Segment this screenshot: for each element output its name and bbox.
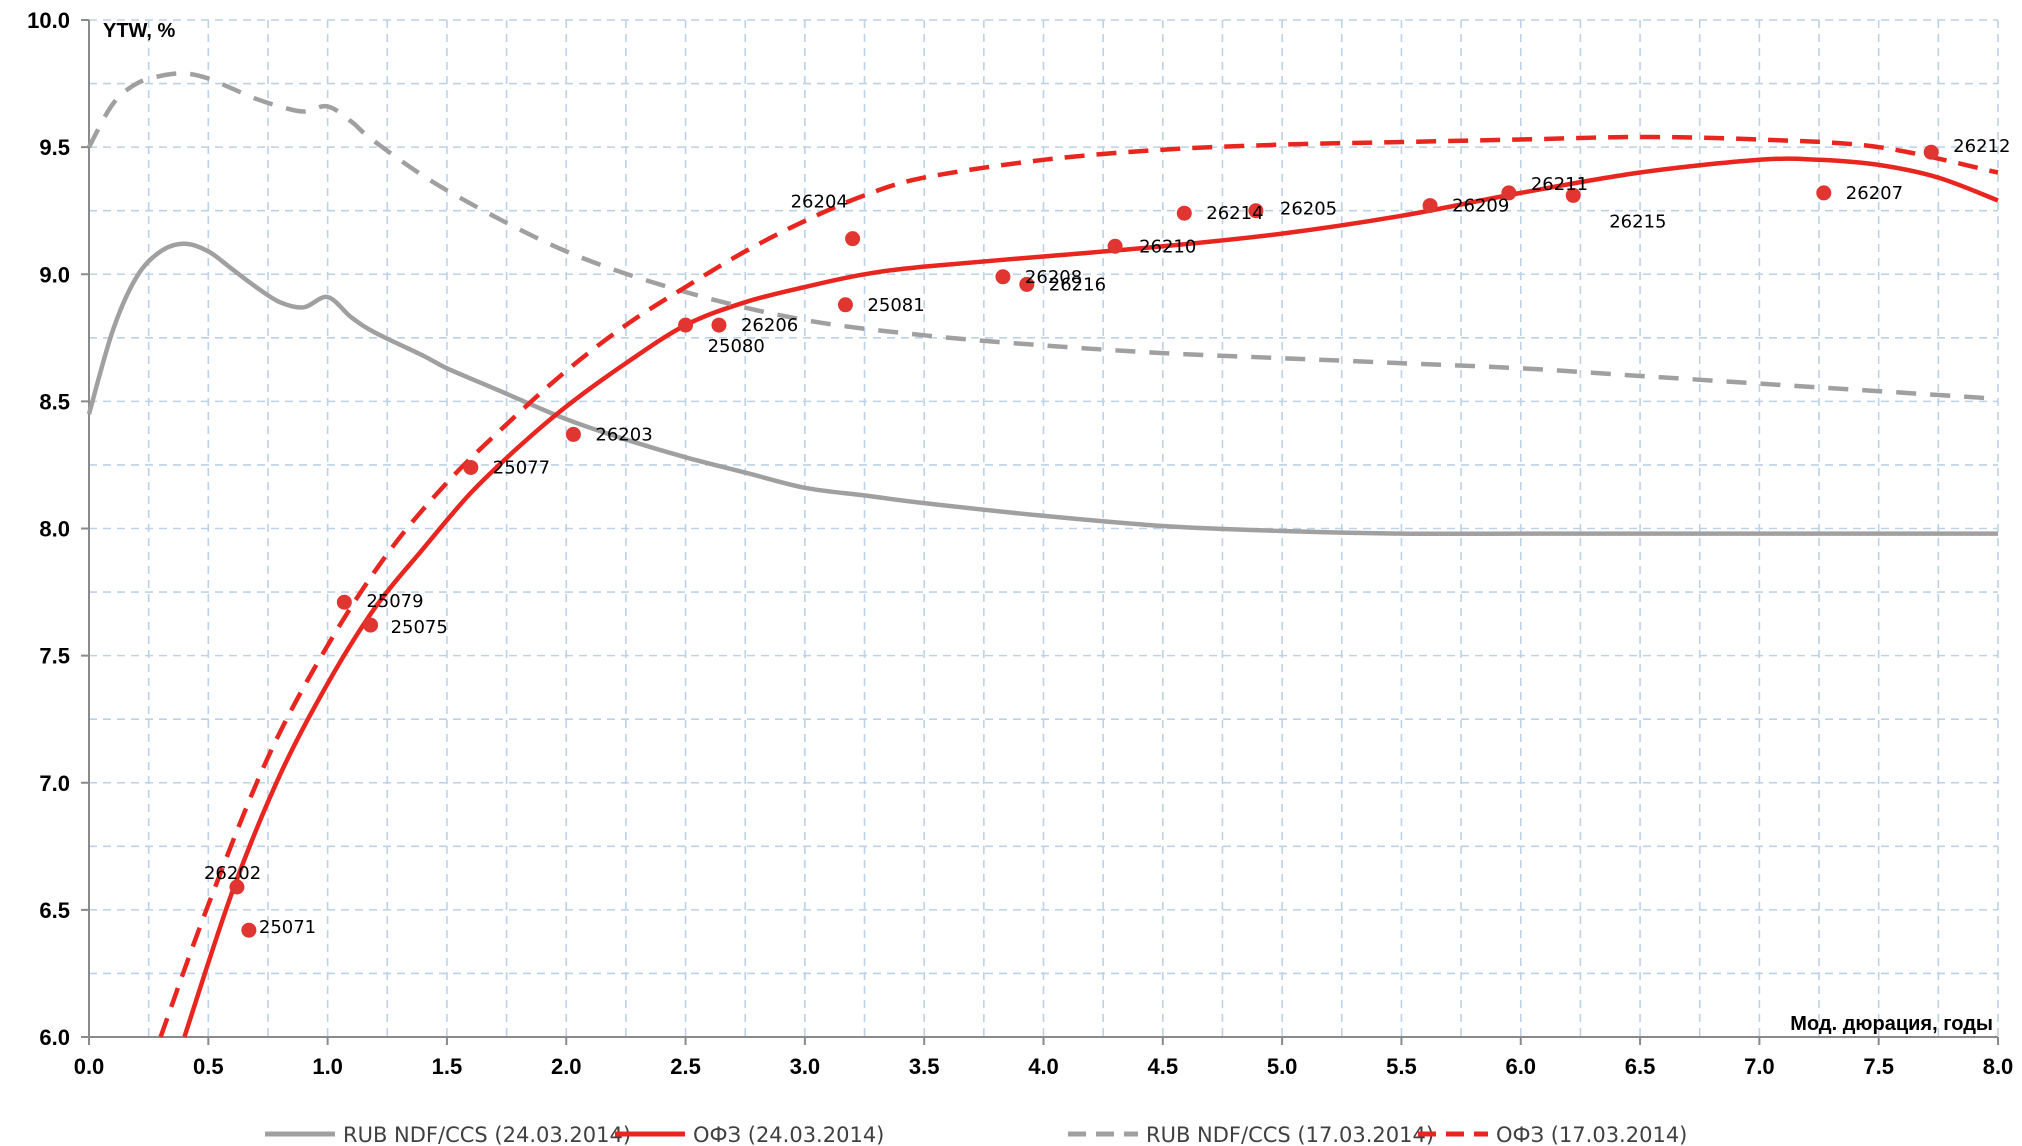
scatter-point-label: 26211	[1531, 174, 1588, 195]
scatter-point-label: 26216	[1049, 274, 1106, 295]
x-tick-label: 2.0	[551, 1054, 582, 1079]
scatter-point	[229, 879, 245, 895]
scatter-point	[837, 297, 853, 313]
legend-label-3: RUB NDF/CCS (17.03.2014)	[1146, 1123, 1434, 1146]
x-tick-label: 6.5	[1625, 1054, 1656, 1079]
scatter-point-label: 26202	[204, 863, 261, 884]
x-tick-label: 3.5	[909, 1054, 940, 1079]
scatter-point-label: 26203	[595, 424, 652, 445]
x-tick-label: 1.0	[312, 1054, 343, 1079]
x-tick-label: 0.5	[193, 1054, 224, 1079]
scatter-point	[1176, 205, 1192, 221]
y-axis-title: YTW, %	[103, 20, 175, 42]
x-axis-title: Мод. дюрация, годы	[1790, 1013, 1993, 1035]
x-tick-label: 5.5	[1386, 1054, 1417, 1079]
y-tick-label: 10.0	[27, 8, 70, 33]
scatter-point-label: 25080	[708, 336, 765, 357]
legend-label-1: RUB NDF/CCS (24.03.2014)	[343, 1123, 631, 1146]
scatter-point-label: 26215	[1609, 211, 1666, 232]
scatter-point-label: 26208	[1025, 267, 1082, 288]
scatter-point-label: 25081	[867, 295, 924, 316]
scatter-point-label: 25079	[366, 591, 423, 612]
x-tick-label: 7.0	[1744, 1054, 1775, 1079]
x-tick-label: 8.0	[1983, 1054, 2014, 1079]
legend: RUB NDF/CCS (24.03.2014) ОФЗ (24.03.2014)…	[265, 1123, 1687, 1146]
y-tick-label: 9.0	[39, 262, 70, 287]
scatter-point-label: 26204	[791, 192, 848, 213]
x-tick-label: 0.0	[74, 1054, 105, 1079]
y-tick-label: 7.5	[39, 644, 70, 669]
x-tick-label: 1.5	[432, 1054, 463, 1079]
scatter-point	[1501, 185, 1517, 201]
x-tick-label: 4.5	[1148, 1054, 1179, 1079]
y-tick-label: 8.0	[39, 517, 70, 542]
scatter-point-label: 26205	[1280, 199, 1337, 220]
scatter-point-label: 25075	[391, 617, 448, 638]
scatter-point	[463, 459, 479, 475]
scatter-point-label: 25077	[493, 457, 550, 478]
y-tick-label: 9.5	[39, 135, 70, 160]
scatter-point	[565, 426, 581, 442]
scatter-point	[1923, 144, 1939, 160]
scatter-point	[1422, 198, 1438, 214]
series-line-2	[182, 156, 1999, 1038]
axes	[81, 19, 1999, 1045]
scatter-point	[1816, 185, 1832, 201]
x-tick-label: 3.0	[790, 1054, 821, 1079]
scatter-point-label: 26214	[1206, 203, 1263, 224]
scatter-point	[336, 594, 352, 610]
y-tick-label: 6.5	[39, 898, 70, 923]
series-line-1	[86, 241, 1998, 537]
x-tick-label: 5.0	[1267, 1054, 1298, 1079]
scatter-point	[241, 922, 257, 938]
scatter-point-labels: 26202 25071 25079 25075 25077 26203 2508026206…	[204, 136, 2011, 938]
scatter-point-label: 26207	[1846, 183, 1903, 204]
scatter-point	[845, 231, 861, 247]
x-tick-label: 7.5	[1863, 1054, 1894, 1079]
legend-label-4: ОФЗ (17.03.2014)	[1496, 1123, 1687, 1146]
scatter-points	[229, 144, 1939, 938]
grid-lines	[89, 19, 1999, 1037]
series-line-4	[158, 134, 1999, 1038]
series-line-3	[87, 71, 1999, 402]
scatter-point-label: 26206	[741, 315, 798, 336]
legend-label-2: ОФЗ (24.03.2014)	[693, 1123, 884, 1146]
tick-labels: 0.0 0.5 1.0 1.5 2.0 2.5 3.0 3.5 4.0 4.5 5.0 5.5 6.0 6…	[27, 8, 2013, 1079]
scatter-point-label: 25071	[259, 917, 316, 938]
scatter-point	[1107, 238, 1123, 254]
scatter-point	[995, 269, 1011, 285]
scatter-point-label: 26210	[1139, 236, 1196, 257]
scatter-point	[363, 617, 379, 633]
scatter-point	[1019, 276, 1035, 292]
scatter-point	[1565, 187, 1581, 203]
scatter-point	[678, 317, 694, 333]
scatter-point-label: 26212	[1953, 136, 2010, 157]
y-tick-label: 6.0	[39, 1025, 70, 1050]
x-tick-label: 6.0	[1505, 1054, 1536, 1079]
x-tick-label: 2.5	[670, 1054, 701, 1079]
scatter-point-label: 26209	[1452, 196, 1509, 217]
series-lines	[86, 71, 1999, 1038]
y-tick-label: 8.5	[39, 389, 70, 414]
scatter-point	[1248, 203, 1264, 219]
y-tick-label: 7.0	[39, 771, 70, 796]
x-tick-label: 4.0	[1028, 1054, 1059, 1079]
scatter-point	[711, 317, 727, 333]
